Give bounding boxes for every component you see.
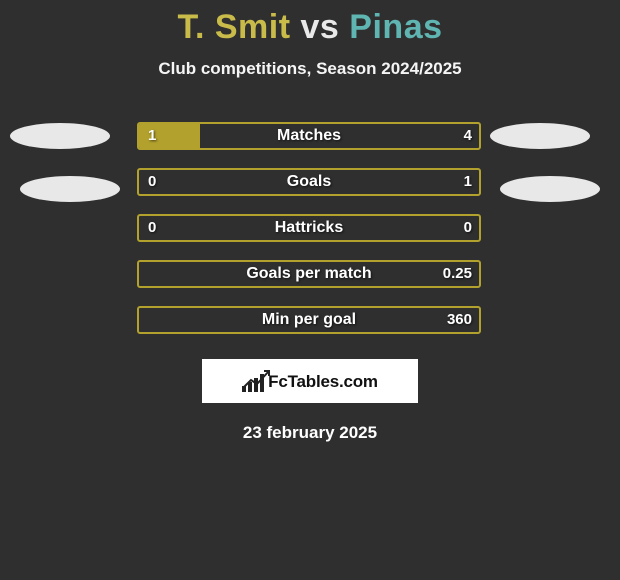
logo-bar-icon <box>254 378 258 392</box>
logo-text: FcTables.com <box>268 372 378 392</box>
stat-value-right: 1 <box>464 168 472 196</box>
team-badge-left <box>10 123 110 149</box>
logo-bar-icon <box>242 386 246 392</box>
stat-row: Goals per match0.25 <box>0 251 620 297</box>
logo-bar-icon <box>260 374 264 392</box>
stat-label: Goals <box>137 168 481 196</box>
stat-row: 0Hattricks0 <box>0 205 620 251</box>
team-badge-right <box>490 123 590 149</box>
page-title: T. Smit vs Pinas <box>0 0 620 47</box>
logo-chart-icon <box>242 370 264 392</box>
subtitle: Club competitions, Season 2024/2025 <box>0 59 620 79</box>
date-label: 23 february 2025 <box>0 423 620 443</box>
stat-label: Min per goal <box>137 306 481 334</box>
title-player2: Pinas <box>349 8 442 46</box>
stat-label: Hattricks <box>137 214 481 242</box>
stat-label: Matches <box>137 122 481 150</box>
stat-label: Goals per match <box>137 260 481 288</box>
title-player1: T. Smit <box>177 8 290 46</box>
title-vs: vs <box>301 8 340 46</box>
stat-value-right: 360 <box>447 306 472 334</box>
stat-value-right: 0.25 <box>443 260 472 288</box>
fctables-logo: FcTables.com <box>202 359 418 403</box>
logo-inner: FcTables.com <box>242 370 378 392</box>
team-badge-left <box>20 176 120 202</box>
stat-value-right: 0 <box>464 214 472 242</box>
comparison-card: T. Smit vs Pinas Club competitions, Seas… <box>0 0 620 580</box>
stat-row: Min per goal360 <box>0 297 620 343</box>
team-badge-right <box>500 176 600 202</box>
logo-bar-icon <box>248 382 252 392</box>
stat-value-right: 4 <box>464 122 472 150</box>
